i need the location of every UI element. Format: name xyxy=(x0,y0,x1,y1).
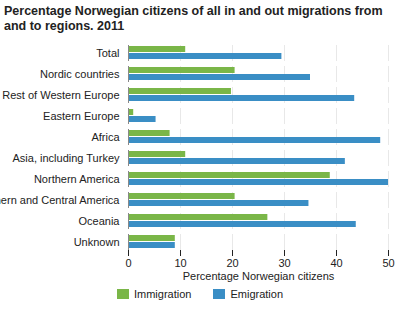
html-text:Immigration: Immigration xyxy=(134,288,192,300)
svg-text:30: 30 xyxy=(278,257,290,269)
svg-text:Northern America: Northern America xyxy=(34,173,120,185)
svg-text:Asia, including Turkey: Asia, including Turkey xyxy=(13,152,120,164)
svg-text:Eastern Europe: Eastern Europe xyxy=(43,110,119,122)
svg-text:Oceania: Oceania xyxy=(79,215,121,227)
svg-text:20: 20 xyxy=(226,257,238,269)
svg-text:Unknown: Unknown xyxy=(74,236,120,248)
svg-text:40: 40 xyxy=(330,257,342,269)
svg-text:Southern and Central America: Southern and Central America xyxy=(0,194,120,206)
html-text:Percentage Norwegian citizens: Percentage Norwegian citizens of all in … xyxy=(4,4,383,33)
svg-text:Nordic countries: Nordic countries xyxy=(40,68,120,80)
svg-text:Total: Total xyxy=(96,47,119,59)
svg-text:Percentage Norwegian citizens: Percentage Norwegian citizens xyxy=(183,270,335,282)
html-text:Emigration: Emigration xyxy=(230,288,283,300)
svg-text:0: 0 xyxy=(125,257,131,269)
svg-text:10: 10 xyxy=(174,257,186,269)
svg-text:Africa: Africa xyxy=(91,131,120,143)
svg-text:Rest of Western Europe: Rest of Western Europe xyxy=(2,89,119,101)
svg-text:50: 50 xyxy=(382,257,394,269)
